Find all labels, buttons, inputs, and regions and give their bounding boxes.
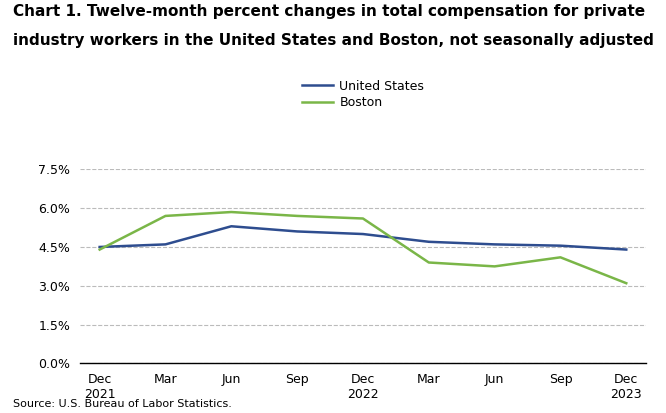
Text: industry workers in the United States and Boston, not seasonally adjusted: industry workers in the United States an… (13, 33, 654, 48)
Boston (425, 260, 433, 265)
Boston (359, 216, 367, 221)
United States (359, 232, 367, 237)
Boston (161, 214, 169, 218)
United States (96, 244, 104, 249)
United States (161, 242, 169, 247)
United States (557, 243, 565, 248)
Text: Chart 1. Twelve-month percent changes in total compensation for private: Chart 1. Twelve-month percent changes in… (13, 4, 645, 19)
Legend: United States, Boston: United States, Boston (297, 75, 429, 114)
United States (622, 247, 630, 252)
Boston (227, 209, 235, 214)
Boston (293, 214, 301, 218)
United States (227, 224, 235, 229)
United States (425, 239, 433, 244)
Boston (491, 264, 499, 269)
Boston (96, 247, 104, 252)
Boston (557, 255, 565, 260)
Line: United States: United States (100, 226, 626, 249)
Boston (622, 281, 630, 286)
United States (491, 242, 499, 247)
Text: Source: U.S. Bureau of Labor Statistics.: Source: U.S. Bureau of Labor Statistics. (13, 399, 232, 409)
United States (293, 229, 301, 234)
Line: Boston: Boston (100, 212, 626, 283)
